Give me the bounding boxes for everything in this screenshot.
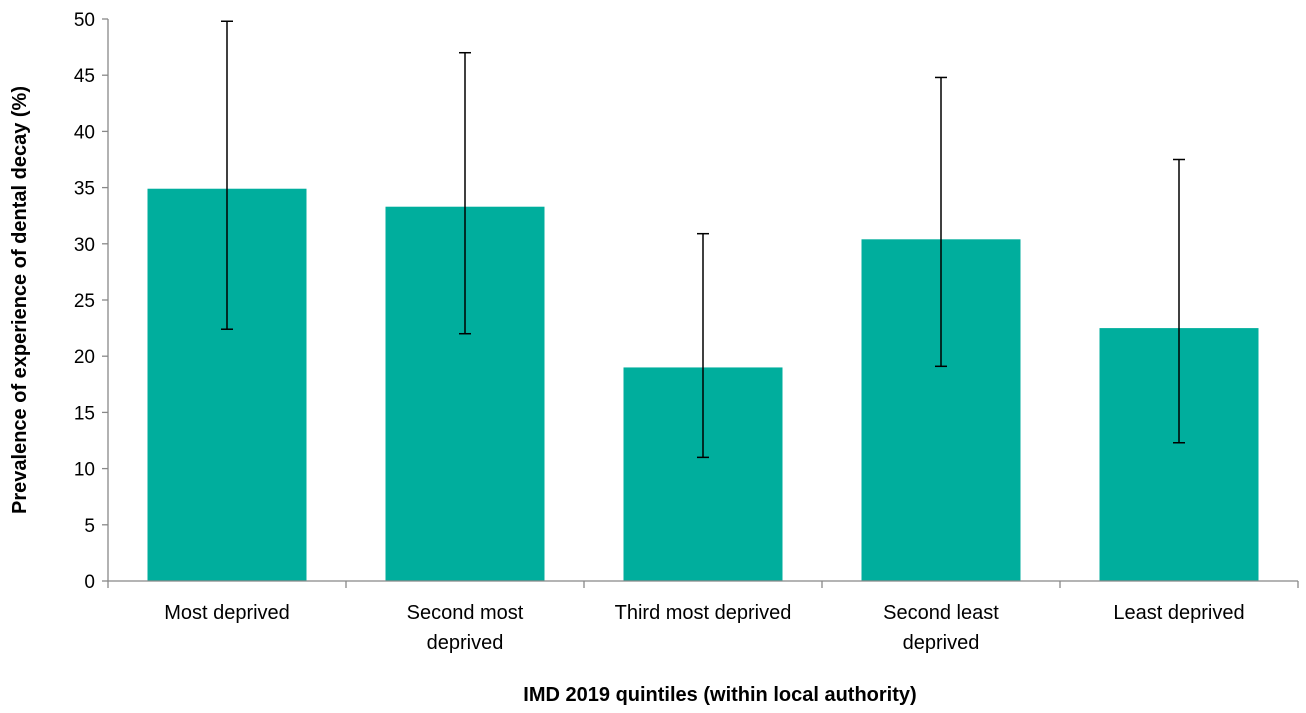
x-axis-title: IMD 2019 quintiles (within local authori…	[523, 684, 916, 706]
y-tick-label: 45	[74, 66, 95, 87]
y-tick-label: 10	[74, 460, 95, 481]
y-tick-label: 15	[74, 403, 95, 424]
x-category-labels: Most deprived Second most deprived Third mo…	[164, 602, 1244, 654]
y-tick-label: 5	[84, 516, 95, 537]
y-tick-label: 30	[74, 235, 95, 256]
y-tick-label: 50	[74, 10, 95, 31]
x-category-label: Second least deprived	[883, 602, 999, 654]
y-axis-title: Prevalence of experience of dental decay…	[9, 86, 31, 514]
error-bar	[221, 20, 233, 330]
error-bar	[1173, 158, 1185, 444]
y-tick-label: 35	[74, 179, 95, 200]
x-category-label: Least deprived	[1113, 602, 1244, 624]
y-tick-label: 0	[84, 572, 95, 593]
error-bar	[459, 51, 471, 335]
x-category-label: Most deprived	[164, 602, 290, 624]
error-bar	[697, 232, 709, 459]
error-bar	[935, 76, 947, 368]
y-ticks-group: 0 5 10 15 20 25 30 35 40 45 50	[74, 10, 108, 593]
x-category-label: Second most deprived	[407, 602, 524, 654]
x-ticks-group	[107, 581, 1299, 588]
y-tick-label: 25	[74, 291, 95, 312]
error-bars-group	[221, 20, 1185, 459]
y-tick-label: 20	[74, 347, 95, 368]
x-category-label: Third most deprived	[615, 602, 792, 624]
y-tick-label: 40	[74, 122, 95, 143]
